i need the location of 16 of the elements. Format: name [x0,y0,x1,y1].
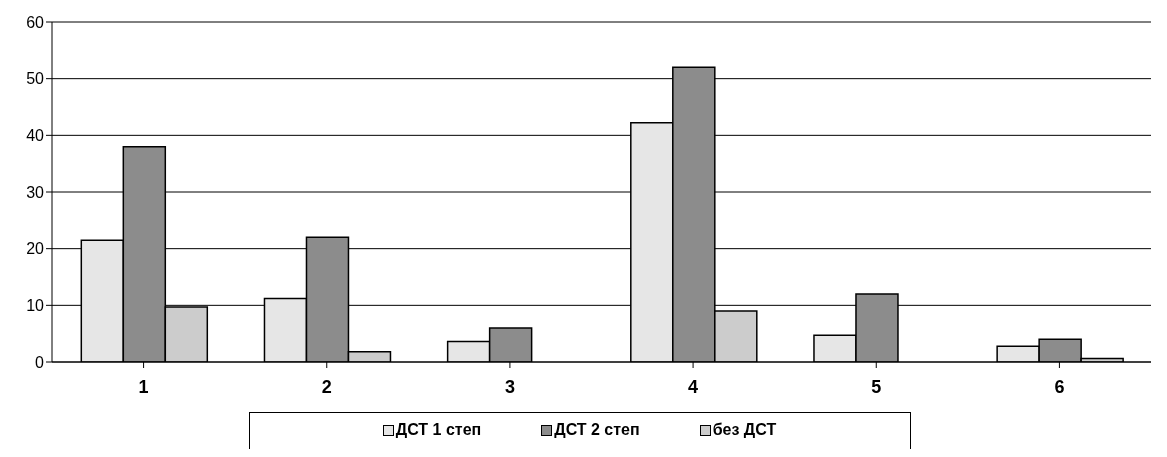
y-tick-label: 30 [26,183,45,201]
y-tick-label: 20 [26,240,45,258]
y-tick-label: 50 [26,70,45,88]
x-tick-label: 3 [504,376,515,397]
legend-label: ДСТ 2 степ [553,421,640,439]
legend-label: без ДСТ [711,421,777,439]
y-tick-label: 40 [26,127,45,145]
x-tick-label: 4 [688,376,699,397]
legend-label: ДСТ 1 степ [394,421,482,439]
y-tick-label: 10 [26,297,45,315]
x-tick-label: 6 [1054,376,1065,397]
y-tick-label: 60 [26,13,45,31]
x-tick-label: 1 [138,376,149,397]
x-tick-label: 5 [871,376,882,397]
x-tick-label: 2 [321,376,332,397]
y-tick-label: 0 [35,353,45,371]
